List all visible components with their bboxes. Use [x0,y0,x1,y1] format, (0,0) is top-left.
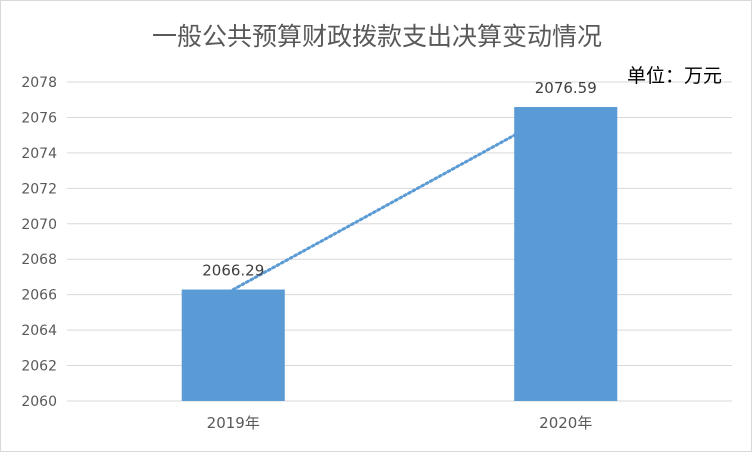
x-tick-label: 2019年 [207,414,260,432]
y-tick-label: 2076 [21,110,57,126]
trendline [231,132,518,292]
chart-title: 一般公共预算财政拨款支出决算变动情况 [152,22,602,51]
bars [181,106,618,401]
x-tick-label: 2020年 [539,414,592,432]
y-tick-label: 2072 [21,181,57,197]
bar [514,106,618,401]
bar [181,289,285,401]
y-tick-label: 2074 [21,146,57,162]
y-tick-label: 2066 [21,288,57,304]
labels: 2060 2062 2064 2066 2068 2070 2072 2074 2076 2078… [21,75,596,432]
data-label: 2066.29 [202,262,264,280]
y-tick-label: 2078 [21,75,57,91]
y-tick-label: 2062 [21,359,57,375]
y-tick-label: 2068 [21,252,57,268]
y-tick-label: 2064 [21,323,57,339]
y-tick-label: 2060 [21,394,57,410]
y-tick-label: 2070 [21,217,57,233]
gridlines [67,81,732,402]
unit-label: 单位：万元 [627,65,722,87]
trend-line [231,132,518,292]
data-label: 2076.59 [535,79,597,97]
